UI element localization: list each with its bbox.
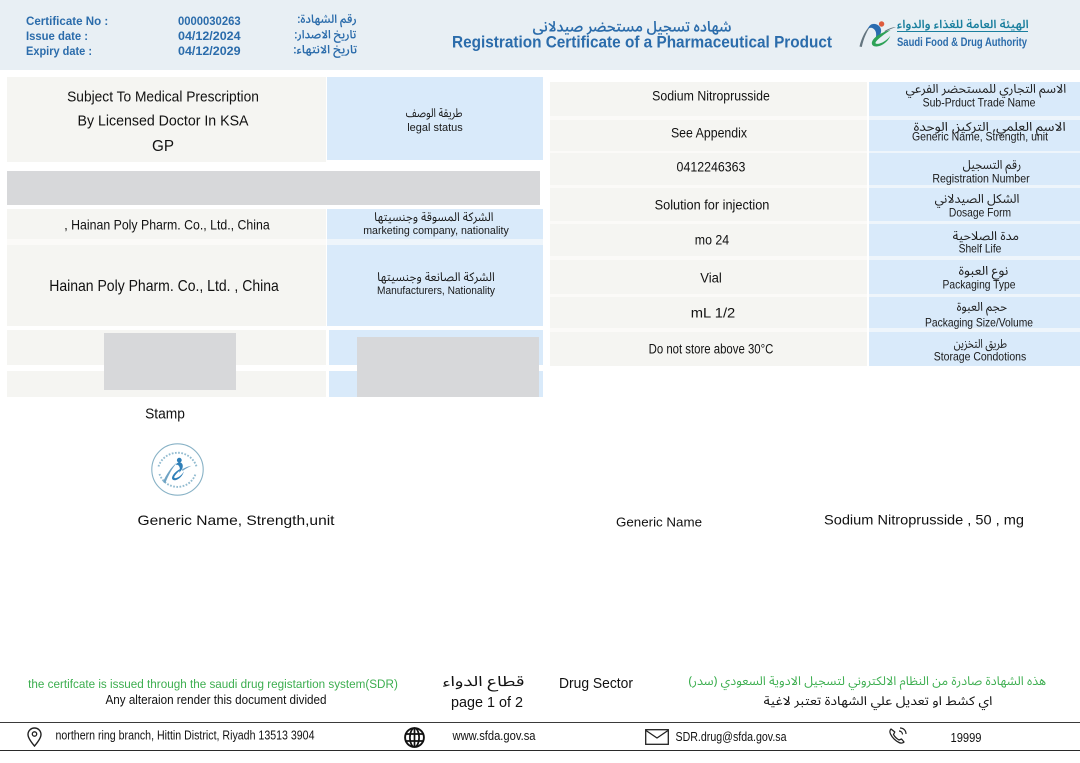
svg-text:Saudi Food & Drug Authority: Saudi Food & Drug Authority [897, 36, 1027, 49]
